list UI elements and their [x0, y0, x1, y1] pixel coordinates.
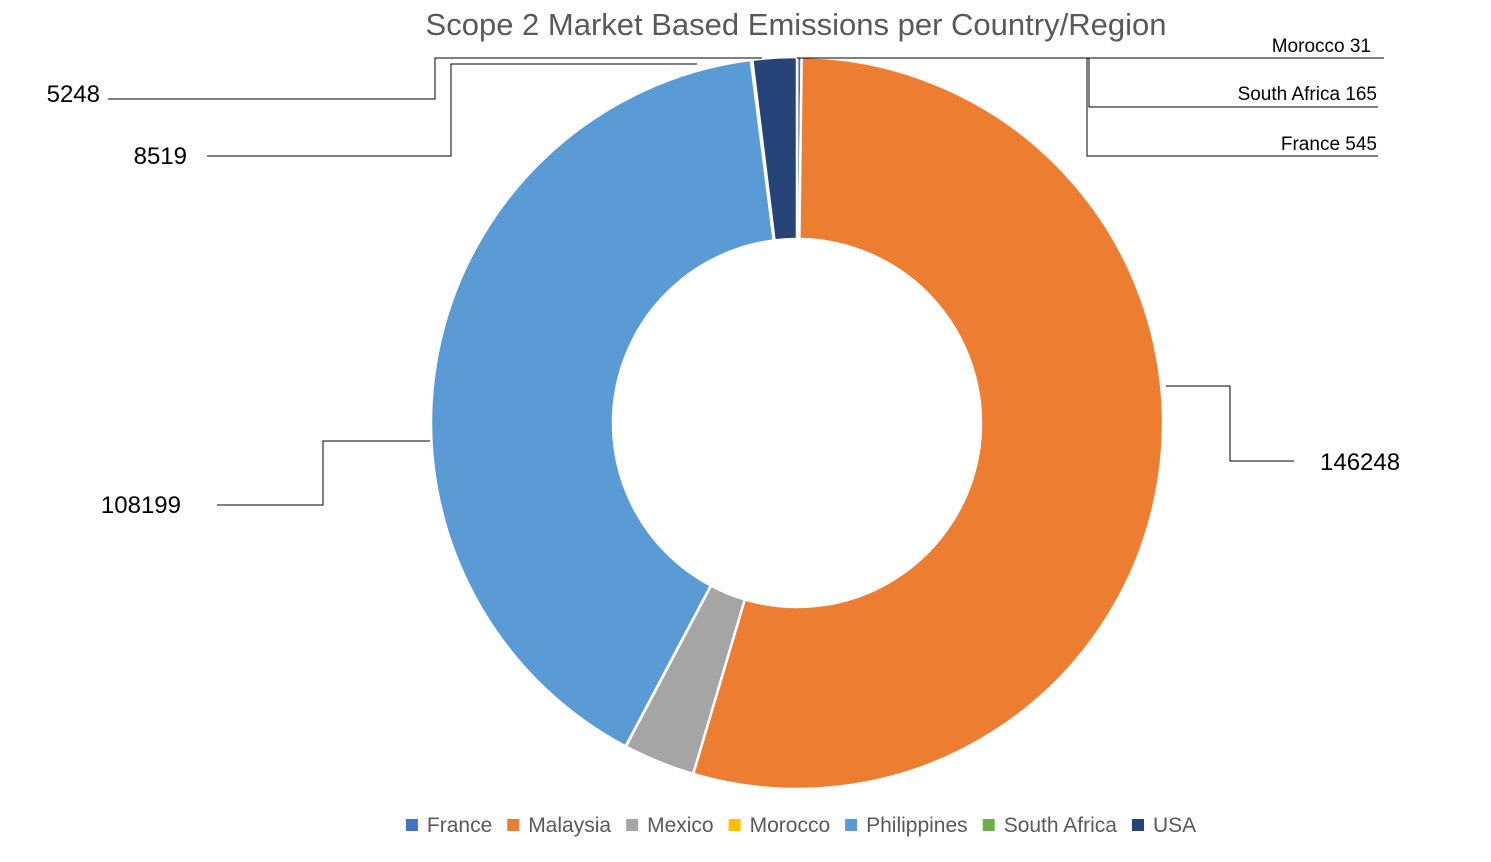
slice-usa	[750, 55, 799, 242]
legend-label-south-africa: South Africa	[1004, 814, 1118, 837]
data-label-south-africa: South Africa 165	[1238, 84, 1377, 105]
legend-swatch-malaysia	[507, 819, 520, 831]
chart-title: Scope 2 Market Based Emissions per Count…	[426, 7, 1167, 42]
data-label-morocco: Morocco 31	[1272, 36, 1371, 57]
legend-swatch-morocco	[728, 819, 741, 831]
legend-label-malaysia: Malaysia	[528, 814, 611, 837]
legend-label-mexico: Mexico	[647, 814, 714, 837]
leader-line-mexico	[207, 63, 697, 157]
slice-malaysia	[691, 55, 1165, 791]
data-label-philippines: 108199	[101, 492, 181, 519]
legend-label-france: France	[427, 814, 492, 837]
legend-label-philippines: Philippines	[866, 814, 968, 837]
legend-label-morocco: Morocco	[750, 814, 831, 837]
slice-philippines	[429, 58, 776, 748]
legend-swatch-philippines	[845, 819, 858, 831]
leader-line-philippines	[217, 440, 430, 506]
legend: France Malaysia Mexico Morocco Philippines So…	[405, 814, 1196, 837]
legend-label-usa: USA	[1153, 814, 1196, 837]
donut-slices	[429, 55, 1165, 791]
data-labels: France 545 146248 8519 Morocco 31 108199 Sout…	[47, 36, 1400, 519]
leader-line-south-africa	[797, 57, 1378, 108]
data-label-mexico: 8519	[134, 143, 187, 170]
data-label-usa: 5248	[47, 81, 100, 108]
legend-swatch-france	[405, 819, 418, 831]
legend-swatch-usa	[1132, 819, 1144, 831]
leader-line-malaysia	[1166, 385, 1294, 462]
legend-swatch-south-africa	[982, 819, 995, 831]
legend-swatch-mexico	[626, 819, 639, 831]
leader-lines	[108, 57, 1384, 506]
data-label-malaysia: 146248	[1320, 449, 1400, 476]
data-label-france: France 545	[1281, 134, 1377, 155]
leader-line-usa	[108, 57, 762, 100]
